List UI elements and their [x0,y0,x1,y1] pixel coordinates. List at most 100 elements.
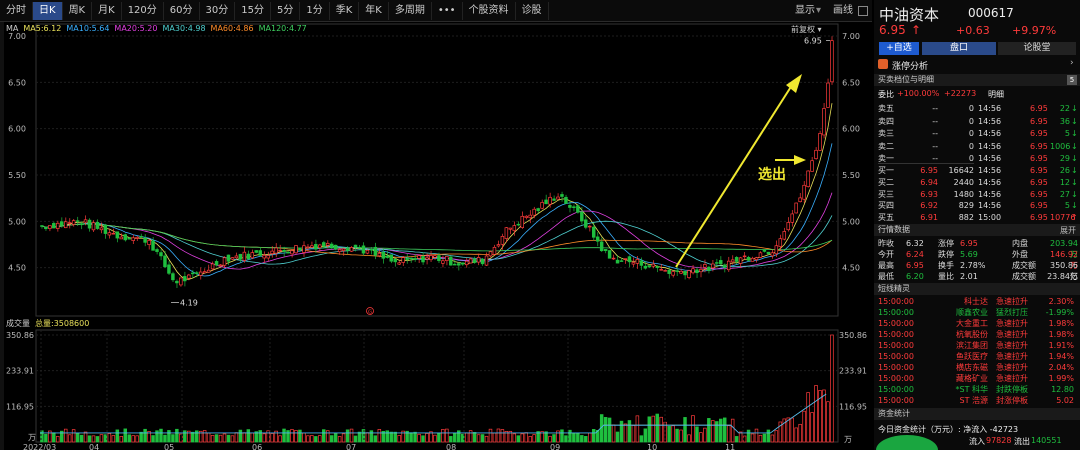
fund-in-label: 流入 [969,437,985,446]
volume-bar [591,429,596,443]
candle-body [552,198,556,201]
tab-8[interactable]: 5分 [271,2,301,20]
display-button[interactable]: 显示 [795,5,815,16]
candle-body [504,227,509,239]
bid-row[interactable]: 买二 6.94 2440 14:56 6.95 12 ↓ [878,177,1078,188]
volume-bar [44,433,48,443]
tab-11[interactable]: 年K [359,2,389,20]
bid-row[interactable]: 买三 6.93 1480 14:56 6.95 27 ↓ [878,189,1078,200]
sprite-row[interactable]: 15:00:00 科士达 急速拉升 2.30% [878,296,1078,307]
volume-bar [758,434,763,443]
volume-bar [341,433,346,443]
add-watchlist-button[interactable]: +自选 [879,42,919,55]
volume-bar [699,432,703,443]
ask-row[interactable]: 卖三 -- 0 14:56 6.95 5 ↓ [878,128,1078,139]
sprite-row[interactable]: 15:00:00 大金重工 急速拉升 1.98% [878,318,1078,329]
stock-code: 000617 [968,6,1014,20]
volume-bar [234,432,239,443]
volume-bar [576,432,580,443]
sprite-row[interactable]: 15:00:00 ST 浩源 封涨停板 5.02 [878,395,1078,406]
tab-4[interactable]: 120分 [122,2,164,20]
depth-badge[interactable]: 5 [1067,75,1077,85]
candle-body [774,245,779,255]
tab-6[interactable]: 30分 [200,2,236,20]
tab-7[interactable]: 15分 [235,2,271,20]
sprite-event: 急速拉升 [996,352,1028,361]
tab-15[interactable]: 诊股 [516,2,549,20]
candle-body [270,250,274,254]
tick-time: 14:56 [978,129,1002,138]
sprite-value: 12.80 [1051,385,1074,394]
volume-bar [647,416,652,443]
candle-body [822,108,826,136]
candle-body [496,244,501,247]
candle-body [151,240,155,251]
tab-0[interactable]: 分时 [0,2,33,20]
kline-chart[interactable]: 7.00 7.00 6.50 6.50 6.00 6.00 5.50 5.50 5.00 5.00… [0,22,872,450]
candle-body [206,269,211,273]
candle-body [639,260,644,266]
volume-tick-label-right: 350.86 [839,331,867,340]
volume-unit-left: 万 [28,433,36,442]
candle-body [95,221,100,229]
candle-body [703,264,707,268]
fire-icon [878,59,888,69]
candle-body [655,266,659,268]
sprite-row[interactable]: 15:00:00 横店东磁 急速拉升 2.04% [878,362,1078,373]
sprite-row[interactable]: 15:00:00 鱼跃医疗 急速拉升 1.94% [878,351,1078,362]
sprite-row[interactable]: 15:00:00 藏格矿业 急速拉升 1.99% [878,373,1078,384]
bid-row[interactable]: 买五 6.91 882 15:00 6.95 10776 ↑ [878,212,1078,223]
sprite-time: 15:00:00 [878,385,914,394]
volume-bar [734,436,739,443]
panel-toggle-icon[interactable] [858,6,868,16]
ask-row[interactable]: 卖五 -- 0 14:56 6.95 22 ↓ [878,103,1078,114]
volume-bar [464,432,469,443]
ask-row[interactable]: 卖一 -- 0 14:56 6.95 29 ↓ [878,153,1078,164]
tab-order-book[interactable]: 盘口 [922,42,996,55]
volume-bar [123,428,127,443]
candle-body [242,251,247,261]
tab-9[interactable]: 1分 [300,2,330,20]
candle-body [282,250,286,252]
candle-body [635,258,640,264]
candle-body [325,242,330,246]
tab-12[interactable]: 多周期 [389,2,432,20]
tab-forum[interactable]: 论股堂 [998,42,1076,55]
bid-row[interactable]: 买一 6.95 16642 14:56 6.95 26 ↓ [878,165,1078,176]
tick-price: 6.95 [1030,104,1048,113]
adjust-mode-label[interactable]: 前复权 ▾ [791,25,822,34]
market-cell: 成交额 [1012,272,1036,281]
tab-2[interactable]: 周K [63,2,93,20]
price-tick-label-right: 7.00 [842,32,860,41]
candle-body [143,237,147,243]
tab-14[interactable]: 个股资料 [463,2,516,20]
limit-up-analysis-link[interactable]: 涨停分析 [892,62,929,72]
candle-body [770,252,775,257]
expand-button[interactable]: 展开 [1060,226,1076,235]
candle-body [798,197,802,203]
bid-row[interactable]: 买四 6.92 829 14:56 6.95 5 ↓ [878,200,1078,211]
candle-body [187,274,191,279]
volume-bar [322,429,326,443]
tab-5[interactable]: 60分 [164,2,200,20]
chevron-right-icon[interactable]: › [1070,58,1074,68]
candle-body [667,269,671,274]
tab-13[interactable]: ••• [432,2,463,20]
candle-body [214,261,219,266]
tab-1[interactable]: 日K [33,2,63,20]
tab-10[interactable]: 季K [330,2,360,20]
sprite-row[interactable]: 15:00:00 滨江集团 急速拉升 1.91% [878,340,1078,351]
draw-line-button[interactable]: 画线 [833,5,853,16]
ask-row[interactable]: 卖二 -- 0 14:56 6.95 1006 ↓ [878,141,1078,152]
sprite-row[interactable]: 15:00:00 顺鑫农业 猛烈打压 -1.99% [878,307,1078,318]
volume-bar [520,433,524,443]
volume-ma-line-10 [40,393,827,434]
sprite-row[interactable]: 15:00:00 杭氧股份 急速拉升 1.98% [878,329,1078,340]
tick-price: 6.95 [1030,129,1048,138]
ask-row[interactable]: 卖四 -- 0 14:56 6.95 36 ↓ [878,116,1078,127]
tab-3[interactable]: 月K [92,2,122,20]
volume-bar [163,434,167,443]
sprite-row[interactable]: 15:00:00 *ST 科华 封跌停板 12.80 [878,384,1078,395]
fund-stats-header: 资金统计 [874,408,1080,420]
candle-body [262,254,266,259]
